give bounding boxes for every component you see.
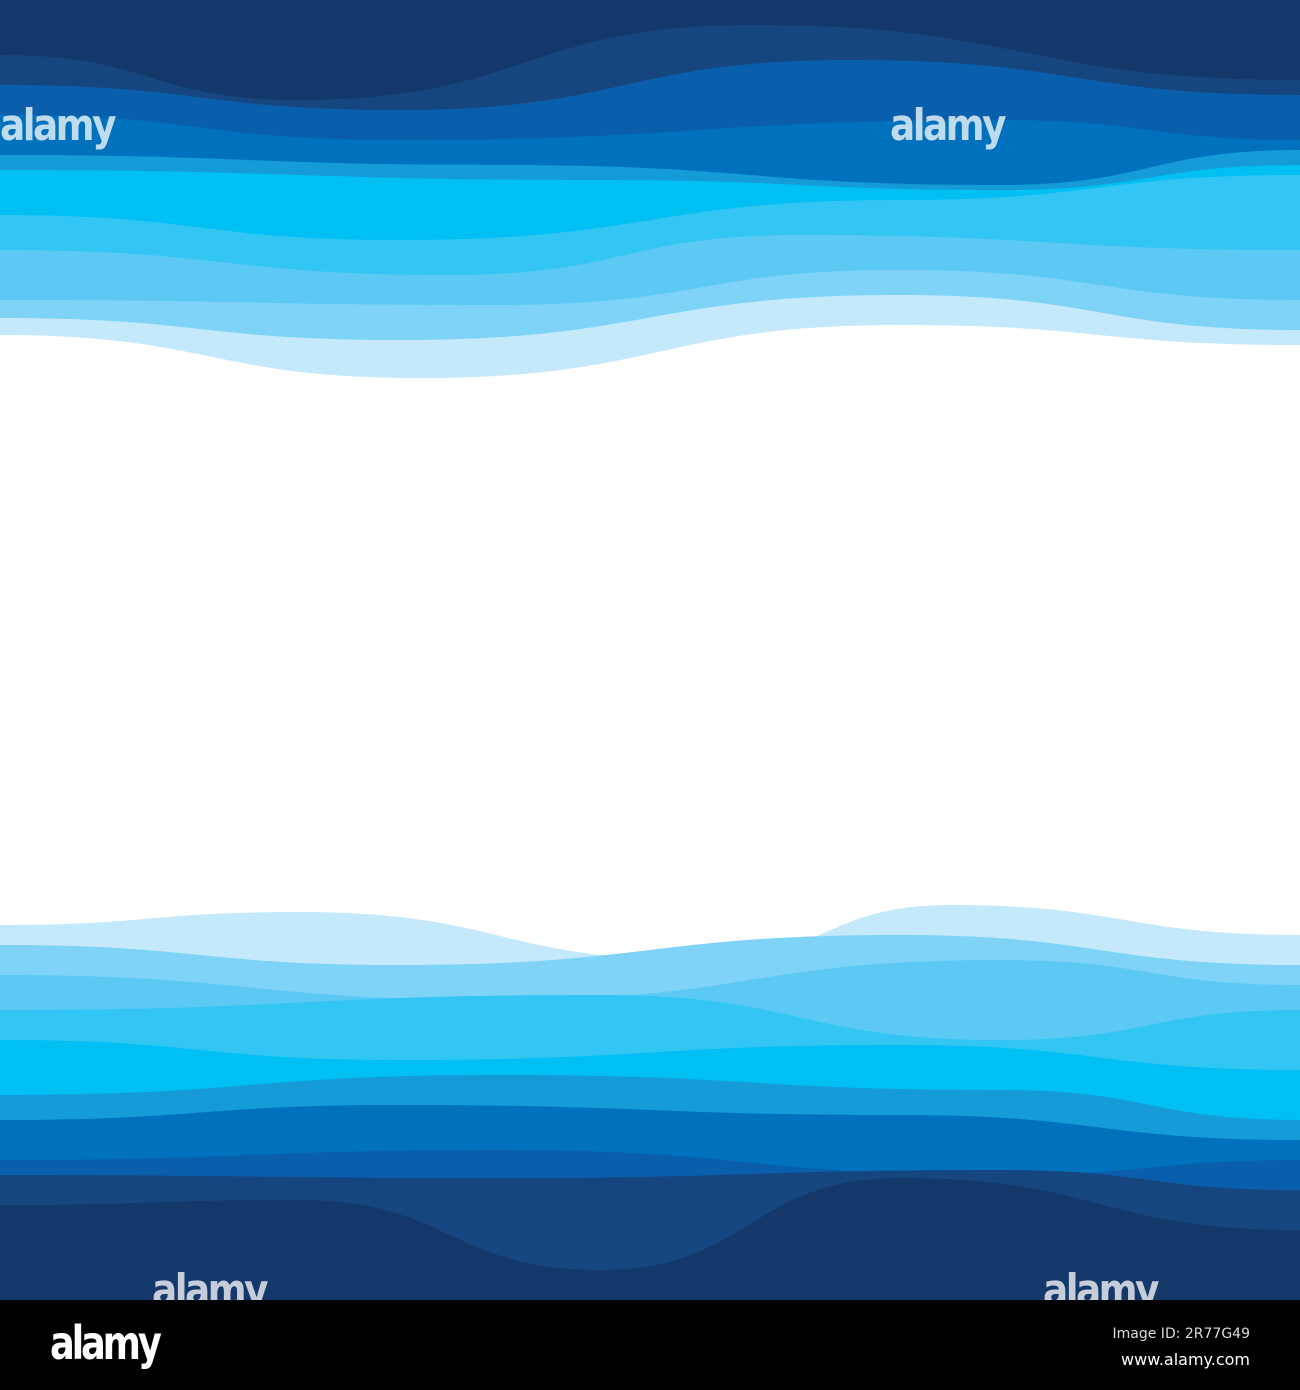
watermark: alamy (890, 100, 1006, 151)
top-wave-band (0, 0, 1300, 378)
bottom-wave-band (0, 905, 1300, 1300)
wave-illustration (0, 0, 1300, 1300)
alamy-logo: alamy (50, 1316, 162, 1370)
watermark: alamy (0, 100, 116, 151)
bottom-wave-layer (0, 1178, 1300, 1300)
footer-bar: alamy Image ID: 2R77G49 www.alamy.com (0, 1300, 1300, 1390)
top-wave-layer (0, 0, 1300, 100)
image-id: Image ID: 2R77G49 (1112, 1326, 1250, 1342)
website-link: www.alamy.com (1121, 1350, 1250, 1369)
